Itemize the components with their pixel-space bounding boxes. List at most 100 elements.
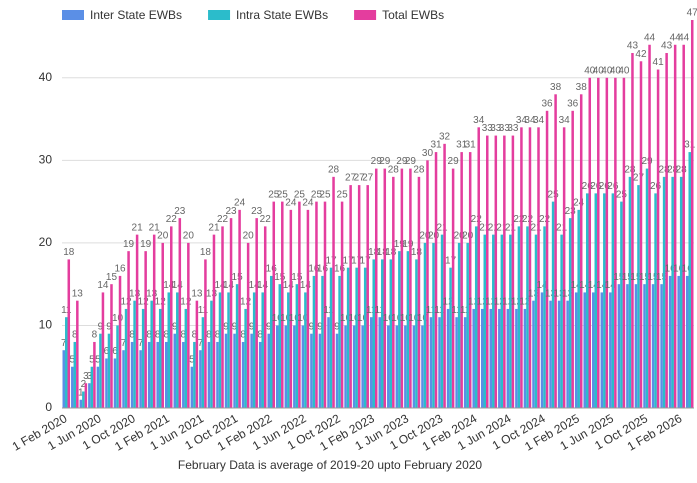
bar (415, 259, 418, 408)
bar (173, 333, 177, 408)
value-label: 25 (616, 189, 628, 200)
bar (349, 185, 352, 408)
bar (557, 300, 561, 408)
bar (551, 201, 555, 408)
value-label: 22 (166, 214, 178, 225)
value-label: 22 (471, 214, 483, 225)
bar (147, 341, 151, 408)
bar (457, 242, 461, 408)
value-label: 17 (445, 255, 457, 266)
bar (289, 209, 293, 408)
value-label: 10 (408, 313, 420, 324)
bar (306, 209, 310, 408)
bar (338, 275, 341, 408)
bar (446, 308, 450, 408)
legend-label: Total EWBs (382, 8, 444, 22)
bar (210, 300, 213, 408)
value-label: 29 (405, 156, 417, 167)
bar (229, 218, 233, 408)
value-label: 21 (208, 222, 220, 233)
y-tick-label: 40 (39, 70, 53, 84)
bar (443, 143, 446, 409)
value-label: 33 (507, 123, 519, 134)
bar (315, 201, 318, 408)
value-label: 8 (192, 330, 198, 341)
bar (605, 77, 609, 408)
value-label: 23 (174, 206, 186, 217)
bar (79, 399, 83, 408)
value-label: 29 (396, 156, 408, 167)
bar (158, 308, 162, 408)
value-label: 13 (191, 288, 203, 299)
legend-label: Intra State EWBs (236, 8, 328, 22)
value-label: 28 (659, 164, 671, 175)
bar (480, 308, 484, 408)
bar (654, 193, 657, 408)
bar (637, 185, 640, 408)
value-label: 21 (556, 222, 568, 233)
bar (195, 300, 199, 408)
bar (321, 275, 324, 408)
value-label: 29 (641, 156, 653, 167)
value-label: 15 (274, 272, 286, 283)
bar (526, 226, 529, 408)
bar (241, 341, 245, 408)
value-label: 13 (545, 288, 557, 299)
value-label: 32 (439, 131, 451, 142)
bar (583, 292, 586, 408)
bar (272, 201, 276, 408)
y-tick-label: 30 (39, 153, 53, 167)
bar (523, 308, 527, 408)
value-label: 13 (554, 288, 566, 299)
bar (90, 366, 94, 408)
bar (579, 94, 583, 408)
value-label: 21 (505, 222, 517, 233)
value-label: 9 (317, 321, 323, 332)
value-label: 11 (375, 305, 386, 316)
bar (679, 176, 683, 408)
bar (144, 251, 147, 408)
bar (609, 292, 612, 408)
value-label: 10 (289, 313, 301, 324)
value-label: 38 (550, 82, 562, 93)
bar (312, 275, 316, 408)
bar (383, 168, 387, 408)
value-label: 15 (630, 272, 642, 283)
bar (417, 176, 421, 408)
bar (404, 325, 407, 408)
bar (648, 44, 651, 408)
value-label: 10 (349, 313, 361, 324)
bar (389, 259, 393, 408)
value-label: 19 (394, 239, 406, 250)
value-label: 9 (309, 321, 315, 332)
bar (463, 317, 467, 408)
note: February Data is average of 2019-20 upto… (178, 458, 483, 472)
value-label: 12 (519, 297, 531, 308)
value-label: 40 (610, 65, 622, 76)
bar (261, 292, 264, 408)
bar (690, 20, 694, 408)
value-label: 20 (462, 231, 474, 242)
bar (611, 193, 615, 408)
bar (409, 168, 412, 408)
bar (374, 168, 378, 408)
value-label: 18 (63, 247, 75, 258)
value-label: 9 (232, 321, 238, 332)
bar (432, 242, 435, 408)
bar (252, 292, 256, 408)
bar (688, 152, 691, 408)
value-label: 11 (434, 305, 445, 316)
bar (532, 300, 535, 408)
value-label: 17 (343, 255, 355, 266)
value-label: 14 (596, 280, 608, 291)
value-label: 21 (496, 222, 508, 233)
value-label: 6 (104, 346, 110, 357)
value-label: 22 (260, 214, 272, 225)
value-label: 9 (98, 321, 104, 332)
value-label: 33 (490, 123, 502, 134)
bar (344, 325, 347, 408)
value-label: 14 (172, 280, 184, 291)
value-label: 28 (413, 164, 425, 175)
value-label: 16 (114, 264, 126, 275)
value-label: 12 (240, 297, 252, 308)
